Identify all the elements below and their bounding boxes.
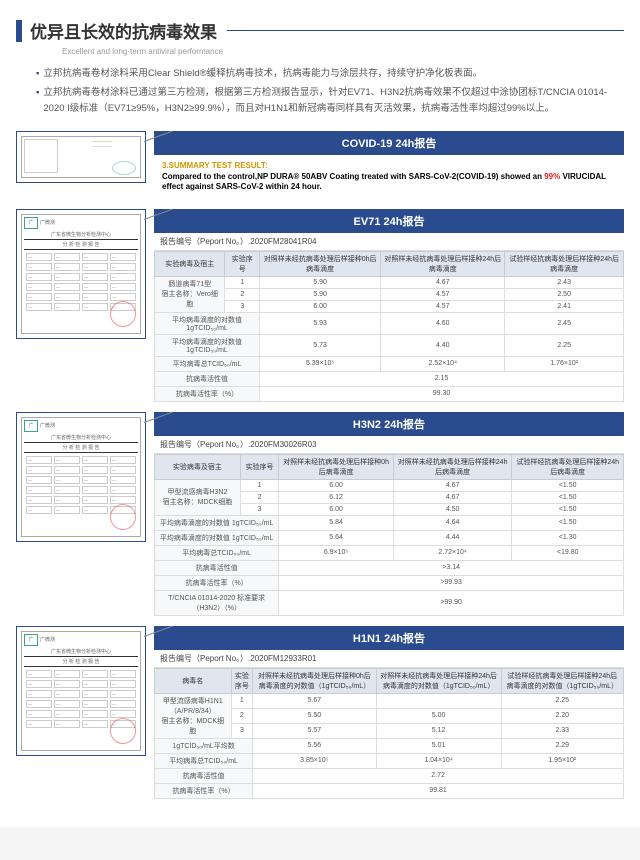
h3n2-meta: 报告编号（Peport No。）.2020FM30026R03 [154,436,624,454]
main-title: 优异且长效的抗病毒效果 [30,18,217,43]
ev71-cert-thumb: 广广微测 广东省微生物分析检测中心 分 析 检 测 报 告 ——————————… [16,209,146,339]
title-underline [227,30,624,31]
ev71-section: 广广微测 广东省微生物分析检测中心 分 析 检 测 报 告 ——————————… [16,209,624,402]
ev71-meta: 报告编号（Peport No。）.2020FM28041R04 [154,233,624,251]
ev71-table: 实验病毒及宿主实验序号对照样未经抗病毒处理后样接种0h后病毒滴度对照样未经抗病毒… [154,251,624,402]
covid-body: 3.SUMMARY TEST RESULT: Compared to the c… [154,155,624,198]
covid-section: —————————— COVID-19 24h报告 3.SUMMARY TEST… [16,131,624,198]
h1n1-cert-thumb: 广广微测 广东省微生物分析检测中心 分 析 检 测 报 告 ——————————… [16,626,146,756]
bullet-list: 立邦抗病毒卷材涂料采用Clear Shield®缓释抗病毒技术，抗病毒能力与涂层… [36,66,624,117]
title-row: 优异且长效的抗病毒效果 [16,18,624,43]
bullet-1: 立邦抗病毒卷材涂料采用Clear Shield®缓释抗病毒技术，抗病毒能力与涂层… [36,66,624,82]
h1n1-table: 病毒名实验序号对照样未经抗病毒处理后样接种0h后病毒滴度的对数值（1gTCID₅… [154,668,624,799]
ev71-panel: EV71 24h报告 报告编号（Peport No。）.2020FM28041R… [154,209,624,402]
ev71-header: EV71 24h报告 [154,209,624,233]
covid-panel: COVID-19 24h报告 3.SUMMARY TEST RESULT: Co… [154,131,624,198]
h3n2-cert-thumb: 广广微测 广东省微生物分析检测中心 分 析 检 测 报 告 ——————————… [16,412,146,542]
title-accent [16,20,22,42]
h3n2-panel: H3N2 24h报告 报告编号（Peport No。）.2020FM30026R… [154,412,624,616]
h1n1-panel: H1N1 24h报告 报告编号（Peport No。）.2020FM12933R… [154,626,624,799]
subtitle: Excellent and long-term antiviral perfor… [62,47,624,56]
covid-cert-thumb: —————————— [16,131,146,183]
h1n1-header: H1N1 24h报告 [154,626,624,650]
h3n2-header: H3N2 24h报告 [154,412,624,436]
h3n2-section: 广广微测 广东省微生物分析检测中心 分 析 检 测 报 告 ——————————… [16,412,624,616]
bullet-2: 立邦抗病毒卷材涂料已通过第三方检测，根据第三方检测报告显示，针对EV71、H3N… [36,85,624,117]
covid-header: COVID-19 24h报告 [154,131,624,155]
h1n1-meta: 报告编号（Peport No。）.2020FM12933R01 [154,650,624,668]
h3n2-table: 实验病毒及宿主实验序号对照样未经抗病毒处理后样接种0h后病毒滴度对照样未经抗病毒… [154,454,624,616]
h1n1-section: 广广微测 广东省微生物分析检测中心 分 析 检 测 报 告 ——————————… [16,626,624,799]
